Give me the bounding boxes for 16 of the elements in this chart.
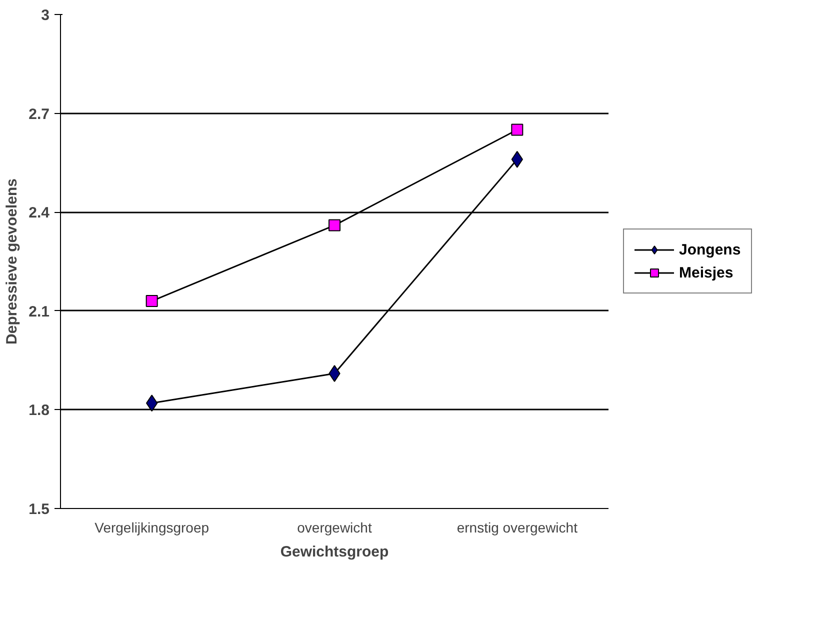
y-tick-label: 1.8 (28, 402, 50, 420)
legend-label: Jongens (679, 241, 741, 258)
y-axis-title: Depressieve gevoelens (4, 178, 21, 344)
y-tick-label: 2.1 (28, 303, 50, 320)
point (328, 219, 340, 232)
x-axis-title: Gewichtsgroep (280, 544, 389, 560)
x-tick-label: overgewicht (297, 520, 372, 536)
y-tick-label: 2.4 (28, 204, 50, 222)
y-tick-label: 1.5 (28, 501, 50, 518)
y-tick-label: 2.7 (28, 106, 50, 123)
x-tick-label: Vergelijkingsgroep (94, 520, 210, 536)
point (511, 124, 524, 136)
y-tick-label: 3 (41, 7, 50, 24)
point (146, 295, 158, 308)
x-tick-label: ernstig overgewicht (456, 520, 578, 536)
legend-label: Meisjes (679, 264, 734, 281)
